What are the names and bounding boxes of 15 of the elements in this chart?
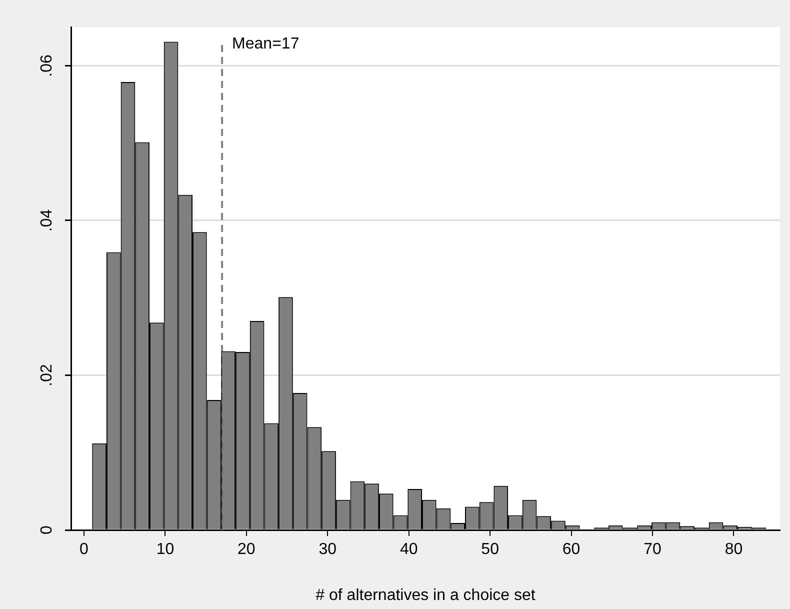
- y-tick-label: 0: [38, 525, 56, 534]
- x-tick-label: 50: [481, 541, 500, 558]
- x-tick-label: 60: [562, 541, 580, 558]
- y-tick-label: .06: [38, 54, 56, 77]
- x-tick-label: 30: [318, 541, 337, 558]
- x-tick-label: 20: [238, 541, 256, 558]
- x-tick-label: 0: [80, 541, 89, 558]
- x-tick-label: 10: [156, 541, 174, 558]
- y-tick-label: .02: [38, 364, 56, 386]
- x-tick-label: 80: [724, 541, 743, 558]
- x-axis-title: # of alternatives in a choice set: [316, 586, 536, 604]
- x-tick-label: 40: [400, 541, 418, 558]
- x-tick-label: 70: [644, 541, 662, 558]
- y-tick-label: .04: [38, 209, 56, 232]
- ref-line-label: Mean=17: [232, 35, 300, 52]
